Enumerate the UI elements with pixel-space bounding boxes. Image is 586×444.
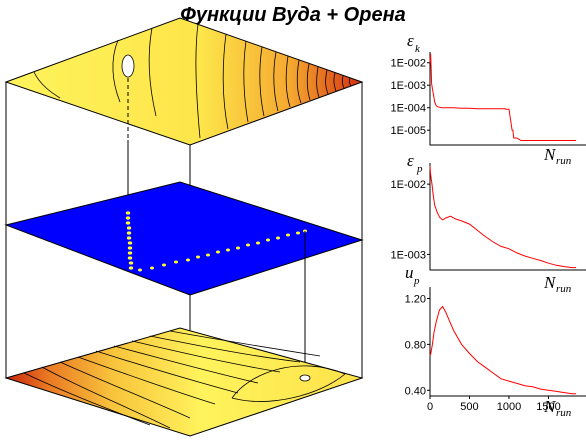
chart-panel-middle: ε p N run 1E-002 1E-003 — [391, 151, 586, 295]
panel-top-ytick-label: 1E-005 — [391, 125, 426, 137]
page-title: Функции Вуда + Орена — [180, 4, 406, 26]
panel-top-xlabel-subscript: run — [556, 155, 572, 167]
top-surface-contours — [33, 23, 352, 139]
panel-top-xlabel-symbol: N — [543, 145, 557, 164]
panel-middle-xlabel-subscript: run — [556, 283, 572, 295]
panel-bottom-xtick-label: 1000 — [497, 401, 521, 413]
optimization-trail — [125, 211, 307, 272]
panel-top-axes — [429, 52, 586, 146]
panel-top-ylabel-symbol: ε — [407, 31, 414, 50]
panel-bottom-ytick-label: 0.40 — [405, 385, 426, 397]
panel-middle-ylabel-subscript: p — [416, 163, 423, 175]
panel-bottom-xtick-label: 1500 — [536, 401, 560, 413]
panel-top-ytick-label: 1E-002 — [391, 58, 426, 70]
panel-middle-axes — [429, 163, 586, 271]
top-surface — [4, 17, 364, 212]
chart-panel-top: ε k N run 1E-002 1E-003 1E-004 1E-005 — [391, 31, 586, 167]
panel-bottom-ticks: 1.20 0.80 0.400 500 1000 1500 — [405, 293, 561, 413]
panel-middle-xlabel-symbol: N — [543, 273, 557, 292]
panel-middle-ytick-label: 1E-002 — [391, 179, 426, 191]
top-surface-minimum-marker — [121, 54, 135, 78]
bottom-surface-contours — [23, 330, 346, 429]
panel-bottom-xtick-label: 500 — [460, 401, 478, 413]
panel-bottom-xtick-label: 0 — [427, 401, 433, 413]
panel-top-ytick-label: 1E-003 — [391, 80, 426, 92]
panel-bottom-xlabel-subscript: run — [556, 407, 572, 419]
panel-bottom-curve — [429, 305, 577, 395]
panel-middle-curve — [429, 166, 577, 269]
panel-bottom-ylabel-symbol: u — [405, 263, 414, 282]
panel-top-ticks: 1E-002 1E-003 1E-004 1E-005 — [391, 58, 430, 137]
top-surface-fill — [4, 17, 364, 146]
middle-plane-fill — [4, 181, 364, 296]
panel-bottom-xlabel-symbol: N — [543, 397, 557, 416]
panel-top-curve — [429, 53, 577, 141]
panel-bottom-ytick-label: 1.20 — [405, 293, 426, 305]
panel-bottom-axes — [429, 287, 586, 397]
panel-middle-ylabel-symbol: ε — [407, 151, 414, 170]
bottom-surface — [4, 327, 364, 437]
panel-top-ytick-label: 1E-004 — [391, 103, 426, 115]
panel-bottom-ylabel-subscript: p — [413, 275, 420, 287]
panel-middle-ticks: 1E-002 1E-003 — [391, 179, 430, 261]
panel-middle-ytick-label: 1E-003 — [391, 249, 426, 261]
bottom-surface-fill — [4, 327, 364, 437]
chart-panel-bottom: u p N run 1.20 0.80 0.400 500 1000 1500 — [405, 263, 586, 419]
panel-bottom-ytick-label: 0.80 — [405, 339, 426, 351]
middle-plane — [4, 181, 364, 378]
bottom-surface-minimum-marker — [299, 374, 311, 382]
panel-top-ylabel-subscript: k — [415, 43, 421, 55]
